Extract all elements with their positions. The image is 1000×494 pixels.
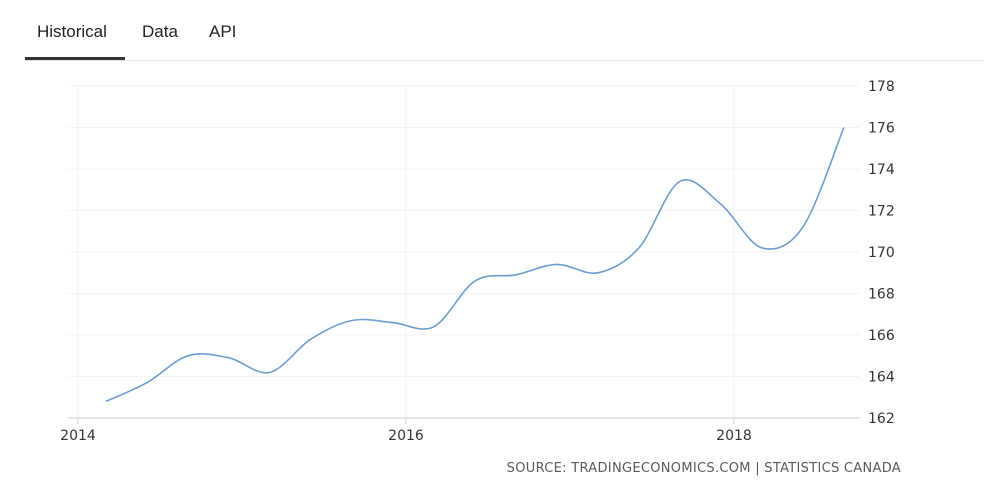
x-tick-label: 2014 (60, 428, 96, 444)
data-point (513, 272, 519, 278)
data-point (841, 125, 847, 131)
series (103, 125, 847, 404)
y-tick-label: 166 (868, 328, 895, 344)
data-point (226, 355, 232, 361)
y-tick-label: 164 (868, 370, 895, 386)
data-point (431, 324, 437, 330)
data-point (718, 201, 724, 207)
data-point (472, 278, 478, 284)
data-point (800, 224, 806, 230)
data-point (308, 336, 314, 342)
y-tick-label: 178 (868, 79, 895, 95)
data-point (636, 245, 642, 251)
y-tick-label: 168 (868, 287, 895, 303)
y-tick-label: 172 (868, 204, 895, 220)
series-line (105, 127, 845, 403)
tick-labels: 162 164 166 168 170 172 174 176 178 2014 2016 2018 (60, 79, 895, 444)
data-point (349, 318, 355, 324)
data-point (185, 353, 191, 359)
data-point (595, 270, 601, 276)
source-note: SOURCE: TRADINGECONOMICS.COM | STATISTIC… (506, 461, 901, 476)
y-tick-label: 162 (868, 411, 895, 427)
y-tick-label: 176 (868, 121, 895, 137)
data-point (103, 398, 109, 404)
y-tick-label: 170 (868, 245, 895, 261)
x-tick-label: 2016 (388, 428, 424, 444)
y-tick-label: 174 (868, 162, 895, 178)
data-point (267, 369, 273, 375)
x-tick-label: 2018 (716, 428, 752, 444)
data-point (390, 320, 396, 326)
tab-data[interactable]: Data (142, 22, 178, 41)
data-point (759, 245, 765, 251)
tab-api[interactable]: API (209, 22, 237, 41)
data-point (554, 261, 560, 267)
tab-historical[interactable]: Historical (25, 20, 125, 60)
data-point (677, 178, 683, 184)
tab-bar: Historical Data API (25, 0, 983, 61)
grid (68, 85, 860, 418)
axes (68, 417, 860, 424)
data-point (144, 380, 150, 386)
